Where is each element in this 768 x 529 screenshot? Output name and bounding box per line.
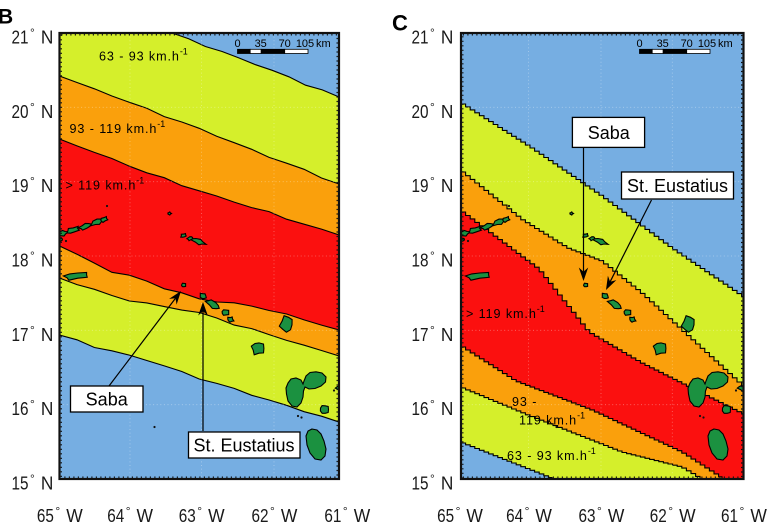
svg-text:70: 70 <box>279 38 291 50</box>
svg-text:17°N: 17 ° N <box>412 323 454 345</box>
svg-text:62°W: 62 ° W <box>650 504 696 526</box>
svg-text:St. Eustatius: St. Eustatius <box>627 176 728 196</box>
svg-text:35: 35 <box>255 38 267 50</box>
svg-text:B: B <box>0 6 13 29</box>
svg-text:Saba: Saba <box>588 123 631 143</box>
svg-text:km: km <box>718 38 733 50</box>
svg-text:21°N: 21 ° N <box>412 26 454 48</box>
svg-text:0: 0 <box>234 38 240 50</box>
svg-text:18°N: 18 ° N <box>12 249 54 271</box>
svg-text:119 km.h-1: 119 km.h-1 <box>519 411 585 428</box>
svg-text:105: 105 <box>296 38 314 50</box>
svg-text:64°W: 64 ° W <box>107 504 153 526</box>
svg-text:17°N: 17 ° N <box>12 323 54 345</box>
svg-text:20°N: 20 ° N <box>412 100 454 122</box>
svg-text:63 - 93 km.h-1: 63 - 93 km.h-1 <box>99 47 188 64</box>
svg-text:19°N: 19 ° N <box>412 174 454 196</box>
svg-text:70: 70 <box>681 38 693 50</box>
svg-text:> 119 km.h-1: > 119 km.h-1 <box>66 176 145 193</box>
svg-text:63 - 93 km.h-1: 63 - 93 km.h-1 <box>507 446 596 463</box>
svg-text:St. Eustatius: St. Eustatius <box>193 436 294 456</box>
svg-text:> 119 km.h-1: > 119 km.h-1 <box>466 304 545 321</box>
svg-text:15°N: 15 ° N <box>412 472 454 494</box>
svg-text:64°W: 64 ° W <box>506 504 552 526</box>
svg-text:16°N: 16 ° N <box>412 397 454 419</box>
svg-text:62°W: 62 ° W <box>252 504 298 526</box>
svg-text:93 - 119 km.h-1: 93 - 119 km.h-1 <box>70 119 166 136</box>
svg-text:65°W: 65 ° W <box>37 504 83 526</box>
svg-text:105: 105 <box>698 38 716 50</box>
svg-text:16°N: 16 ° N <box>12 397 54 419</box>
svg-text:61°W: 61 ° W <box>721 504 767 526</box>
svg-text:19°N: 19 ° N <box>12 174 54 196</box>
svg-text:18°N: 18 ° N <box>412 249 454 271</box>
svg-text:15°N: 15 ° N <box>12 472 54 494</box>
svg-text:61°W: 61 ° W <box>324 504 370 526</box>
svg-text:0: 0 <box>636 38 642 50</box>
svg-text:Saba: Saba <box>86 390 129 410</box>
svg-text:20°N: 20 ° N <box>12 100 54 122</box>
svg-text:65°W: 65 ° W <box>437 504 483 526</box>
svg-text:C: C <box>392 11 408 36</box>
svg-text:35: 35 <box>657 38 669 50</box>
svg-text:km: km <box>316 38 331 50</box>
svg-text:93 -: 93 - <box>512 395 537 409</box>
svg-text:63°W: 63 ° W <box>179 504 225 526</box>
svg-text:21°N: 21 ° N <box>12 26 54 48</box>
svg-text:63°W: 63 ° W <box>579 504 625 526</box>
